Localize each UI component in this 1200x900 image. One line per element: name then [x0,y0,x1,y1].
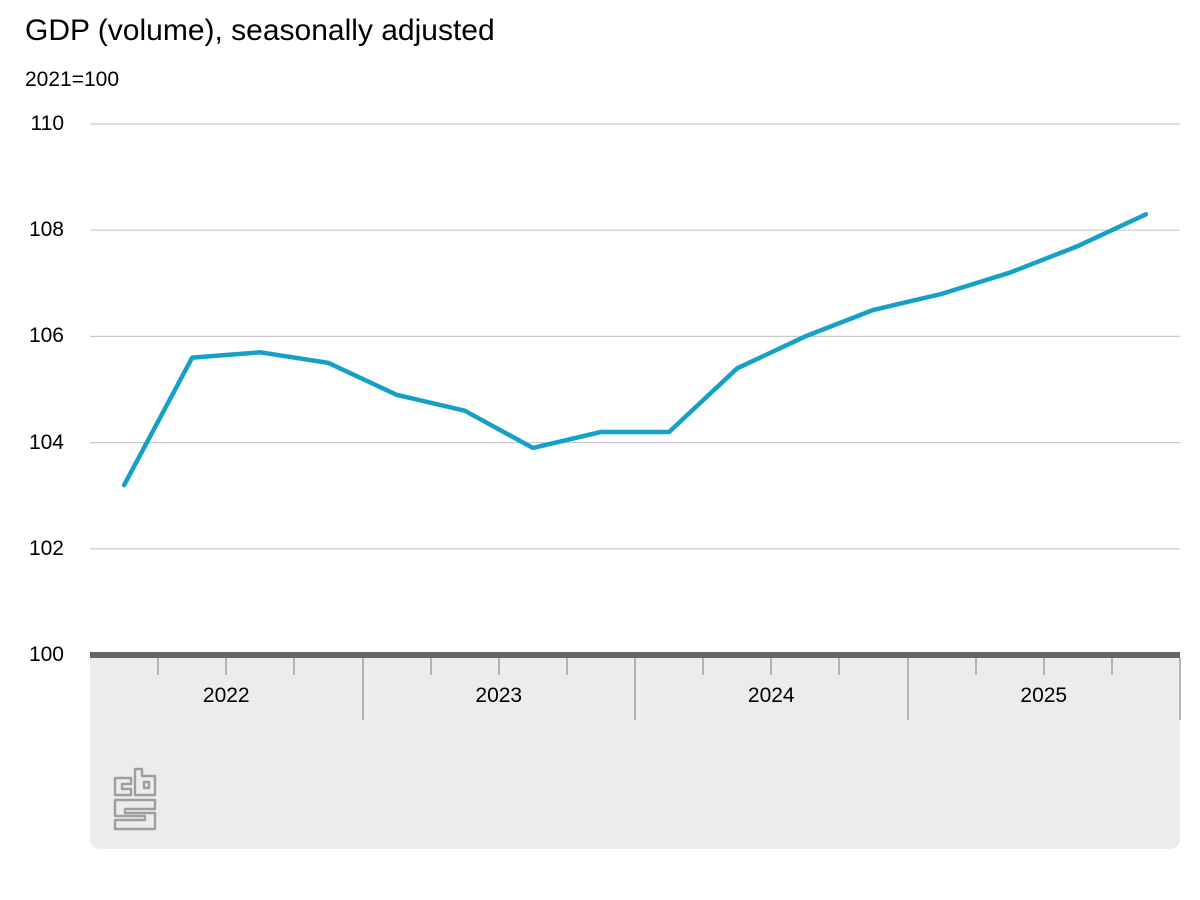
quarter-tick [429,658,432,675]
quarter-tick [1042,658,1045,675]
quarter-tick [565,658,568,675]
x-axis-baseline-bar [90,652,1180,658]
quarter-tick [770,658,773,675]
quarter-tick [1110,658,1113,675]
y-axis-label-100: 100 [28,643,64,666]
y-axis-label-106: 106 [28,324,64,348]
quarter-tick [157,658,160,675]
year-divider-tick [634,658,636,720]
y-axis-label-110: 110 [30,112,64,135]
year-divider-tick [361,658,364,720]
chart-subtitle-unit: 2021=100 [25,68,120,91]
year-divider-tick [906,658,909,720]
quarter-tick [293,658,296,675]
x-axis-year-label-2025: 2025 [1020,684,1068,707]
x-axis-year-label-2024: 2024 [747,684,795,707]
quarter-tick [838,658,841,675]
x-axis-year-label-2022: 2022 [202,684,250,707]
gdp-line-series [121,212,1149,488]
cbs-logo-icon [113,767,157,831]
quarter-tick [497,658,500,675]
chart-title: GDP (volume), seasonally adjusted [25,14,495,47]
y-axis-label-108: 108 [28,218,64,242]
x-axis-year-label-2023: 2023 [475,684,523,707]
quarter-tick [225,658,228,675]
y-axis-label-104: 104 [28,430,64,454]
y-axis-label-102: 102 [28,536,64,560]
quarter-tick [974,658,977,675]
quarter-tick [702,658,705,675]
year-divider-tick [1179,658,1181,720]
